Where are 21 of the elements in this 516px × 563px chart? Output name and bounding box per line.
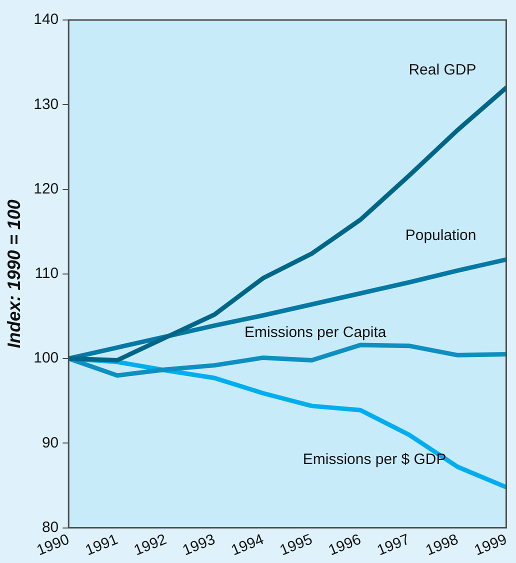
x-tick-label: 1991: [82, 530, 120, 560]
x-tick-label: 1995: [277, 530, 315, 560]
y-tick-label: 110: [34, 265, 59, 282]
x-tick-label: 1999: [472, 530, 510, 560]
series-label: Emissions per $ GDP: [302, 450, 446, 468]
x-tick-label: 1996: [326, 530, 364, 560]
series-label: Emissions per Capita: [244, 324, 387, 341]
series-label: Real GDP: [408, 61, 476, 78]
y-tick-label: 100: [34, 350, 59, 367]
x-tick-label: 1997: [374, 530, 412, 560]
y-tick-label: 140: [34, 11, 59, 28]
x-tick-label: 1993: [180, 530, 218, 560]
y-tick-label: 90: [42, 434, 59, 452]
y-axis-title: Index: 1990 = 100: [4, 200, 24, 348]
x-tick-label: 1994: [228, 530, 266, 560]
x-tick-label: 1998: [423, 530, 461, 560]
y-tick-label: 120: [34, 180, 59, 198]
y-tick-label: 80: [42, 518, 59, 536]
y-tick-label: 130: [34, 96, 59, 113]
series-label: Population: [405, 227, 476, 244]
x-tick-label: 1992: [132, 530, 169, 560]
